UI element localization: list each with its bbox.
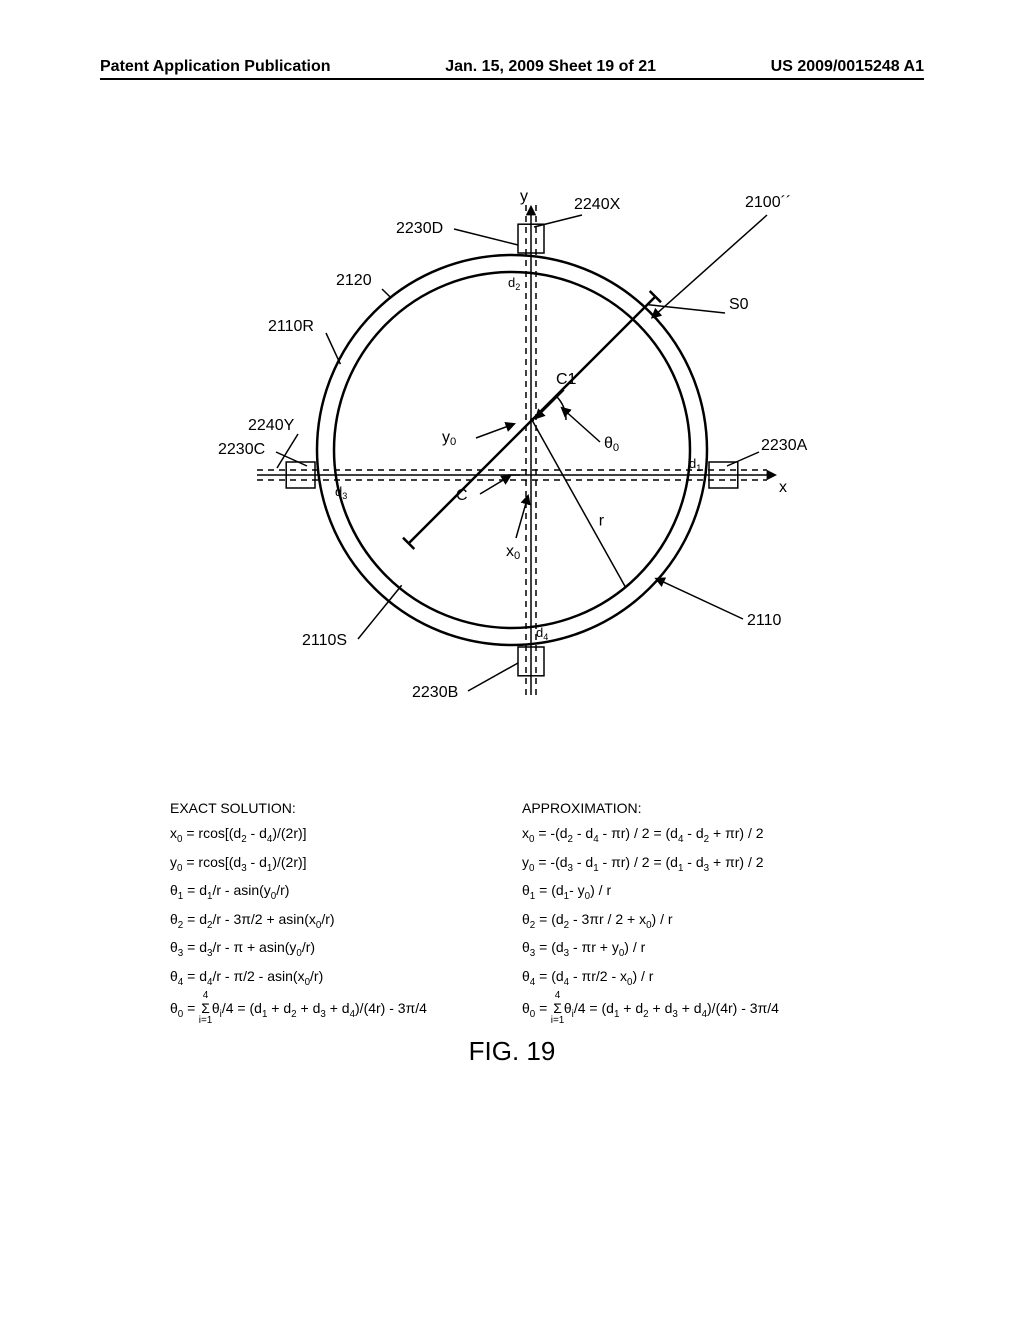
figure-label: FIG. 19 bbox=[0, 1036, 1024, 1067]
exact-line-3: θ2 = d2/r - 3π/2 + asin(x0/r) bbox=[170, 910, 502, 933]
svg-text:d1: d1 bbox=[689, 456, 701, 473]
svg-text:C1: C1 bbox=[556, 371, 577, 388]
svg-text:2240X: 2240X bbox=[574, 196, 621, 213]
exact-line-0: x0 = rcos[(d2 - d4)/(2r)] bbox=[170, 824, 502, 847]
svg-text:x0: x0 bbox=[506, 543, 520, 562]
exact-line-1: y0 = rcos[(d3 - d1)/(2r)] bbox=[170, 853, 502, 876]
approx-line-5: θ4 = (d4 - πr/2 - x0) / r bbox=[522, 967, 854, 990]
svg-text:2110S: 2110S bbox=[302, 632, 347, 649]
svg-text:2100´´: 2100´´ bbox=[745, 194, 791, 211]
exact-title: EXACT SOLUTION: bbox=[170, 800, 502, 816]
header-center: Jan. 15, 2009 Sheet 19 of 21 bbox=[445, 58, 656, 76]
approximation-column: APPROXIMATION: x0 = -(d2 - d4 - πr) / 2 … bbox=[522, 800, 854, 1036]
exact-line-6: θ0 = 4Σi=1θi/4 = (d1 + d2 + d3 + d4)/(4r… bbox=[170, 999, 502, 1022]
svg-text:d3: d3 bbox=[335, 484, 347, 501]
exact-line-2: θ1 = d1/r - asin(y0/r) bbox=[170, 881, 502, 904]
svg-text:d4: d4 bbox=[536, 625, 548, 642]
svg-text:2230C: 2230C bbox=[218, 441, 265, 458]
figure-diagram: Cx y d1 d2 d3 d4 y0 x0 r C1 θ0 S0 2100´´ 2240X 2230D 21… bbox=[200, 160, 824, 720]
svg-text:y: y bbox=[520, 188, 528, 205]
header-left: Patent Application Publication bbox=[100, 58, 331, 76]
approx-line-0: x0 = -(d2 - d4 - πr) / 2 = (d4 - d2 + πr… bbox=[522, 824, 854, 847]
svg-text:2230B: 2230B bbox=[412, 684, 458, 701]
header-right: US 2009/0015248 A1 bbox=[771, 58, 924, 76]
approx-line-1: y0 = -(d3 - d1 - πr) / 2 = (d1 - d3 + πr… bbox=[522, 853, 854, 876]
svg-text:2230A: 2230A bbox=[761, 437, 808, 454]
svg-text:2120: 2120 bbox=[336, 272, 372, 289]
svg-text:S0: S0 bbox=[729, 296, 749, 313]
approx-line-4: θ3 = (d3 - πr + y0) / r bbox=[522, 938, 854, 961]
svg-text:y0: y0 bbox=[442, 429, 456, 448]
svg-text:C: C bbox=[456, 487, 468, 504]
header-rule bbox=[100, 78, 924, 80]
exact-solution-column: EXACT SOLUTION: x0 = rcos[(d2 - d4)/(2r)… bbox=[170, 800, 502, 1036]
svg-text:2240Y: 2240Y bbox=[248, 417, 295, 434]
exact-line-4: θ3 = d3/r - π + asin(y0/r) bbox=[170, 938, 502, 961]
approx-line-2: θ1 = (d1- y0) / r bbox=[522, 881, 854, 904]
page-header: Patent Application Publication Jan. 15, … bbox=[0, 58, 1024, 76]
svg-text:r: r bbox=[599, 513, 605, 530]
svg-text:2110R: 2110R bbox=[268, 318, 314, 335]
svg-text:2230D: 2230D bbox=[396, 220, 443, 237]
svg-text:θ0: θ0 bbox=[604, 435, 619, 454]
svg-text:x: x bbox=[779, 479, 787, 496]
approx-title: APPROXIMATION: bbox=[522, 800, 854, 816]
diagram-svg: Cx y d1 d2 d3 d4 y0 x0 r C1 θ0 S0 2100´´ 2240X 2230D 21… bbox=[200, 160, 824, 720]
svg-text:d2: d2 bbox=[508, 275, 520, 292]
exact-line-5: θ4 = d4/r - π/2 - asin(x0/r) bbox=[170, 967, 502, 990]
approx-line-6: θ0 = 4Σi=1θi/4 = (d1 + d2 + d3 + d4)/(4r… bbox=[522, 999, 854, 1022]
equations-area: EXACT SOLUTION: x0 = rcos[(d2 - d4)/(2r)… bbox=[0, 800, 1024, 1036]
approx-line-3: θ2 = (d2 - 3πr / 2 + x0) / r bbox=[522, 910, 854, 933]
svg-text:2110: 2110 bbox=[747, 612, 782, 629]
